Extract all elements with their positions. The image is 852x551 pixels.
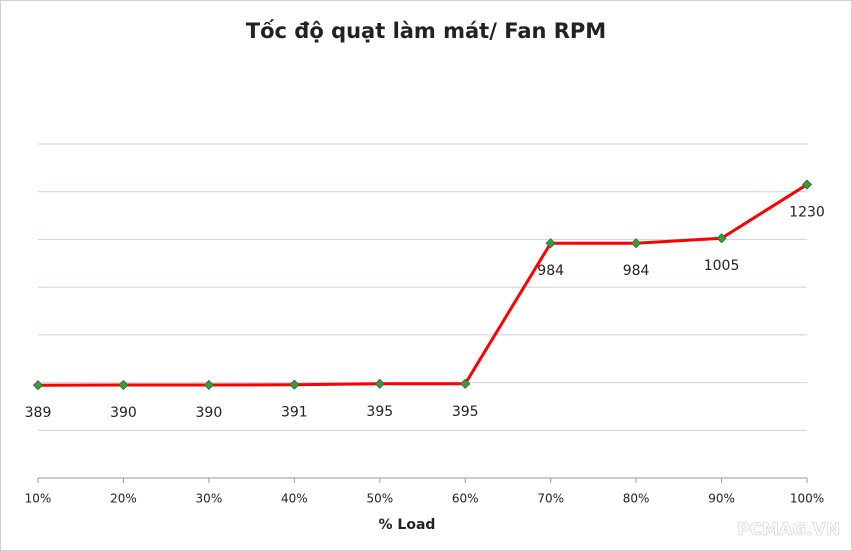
marker	[32, 380, 44, 391]
marker	[545, 238, 556, 249]
marker	[118, 379, 129, 391]
data-label: 389	[25, 405, 52, 421]
x-tick-label: 50%	[366, 492, 393, 506]
marker	[460, 378, 471, 389]
x-axis-title: % Load	[379, 517, 436, 533]
marker	[716, 233, 727, 244]
x-tick-label: 60%	[452, 492, 479, 506]
chart-title: Tốc độ quạt làm mát/ Fan RPM	[246, 19, 606, 43]
x-tick-label: 40%	[281, 492, 308, 506]
watermark: PCMAG.VN	[737, 520, 840, 540]
data-label: 390	[110, 405, 137, 421]
marker	[203, 379, 214, 391]
x-tick-label: 70%	[537, 492, 564, 506]
data-label: 390	[196, 405, 223, 421]
x-tick-label: 30%	[196, 492, 223, 506]
marker	[289, 379, 300, 390]
data-label: 1230	[789, 205, 825, 221]
marker	[631, 238, 642, 249]
data-label: 1005	[704, 258, 740, 274]
marker	[374, 378, 385, 389]
x-tick-label: 100%	[790, 492, 824, 506]
data-label: 984	[623, 263, 650, 279]
data-label: 391	[281, 405, 308, 421]
data-label: 984	[537, 263, 564, 279]
data-label: 395	[366, 404, 393, 420]
marker	[801, 179, 813, 190]
x-tick-label: 80%	[623, 492, 650, 506]
x-tick-label: 90%	[708, 492, 735, 506]
line	[37, 183, 808, 387]
x-tick-label: 10%	[25, 492, 52, 506]
x-tick-label: 20%	[110, 492, 137, 506]
data-label: 395	[452, 404, 479, 420]
